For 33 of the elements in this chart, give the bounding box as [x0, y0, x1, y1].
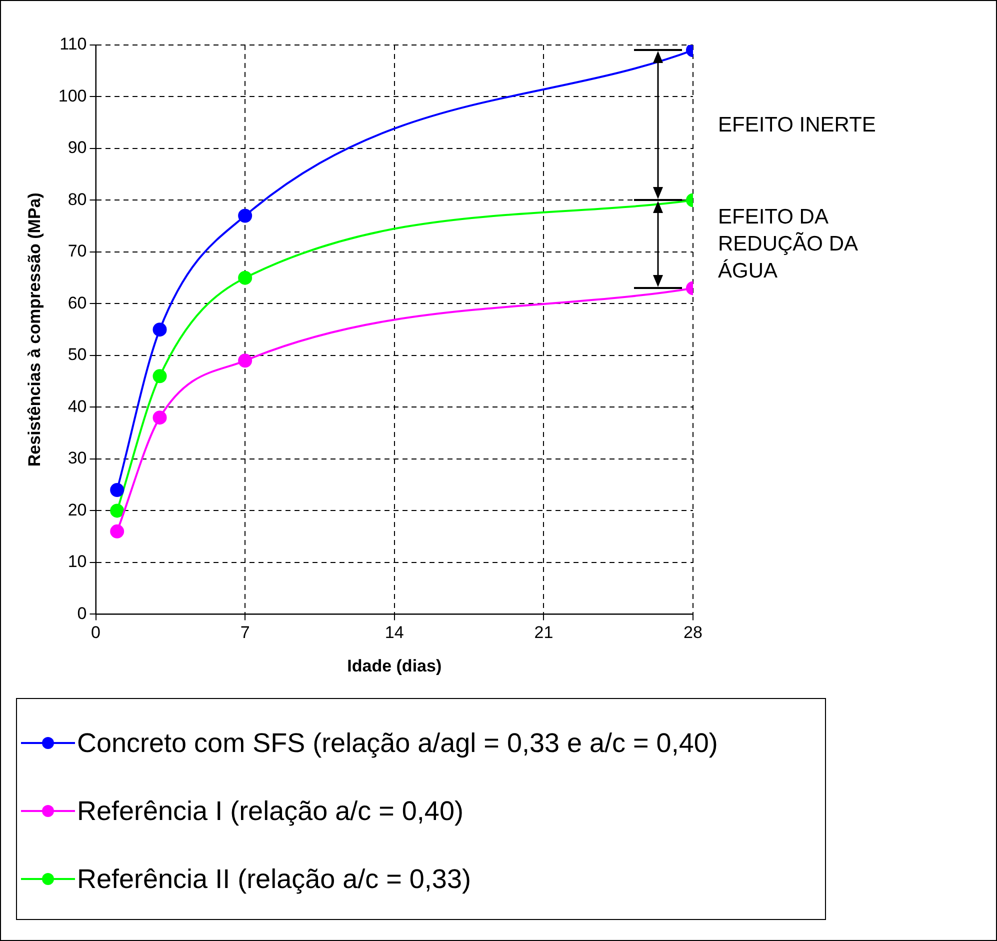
x-axis-title: Idade (dias)	[347, 656, 442, 676]
text: EFEITO INERTE	[718, 112, 877, 139]
y-tick-label: 80	[68, 190, 87, 209]
point	[110, 483, 124, 498]
y-tick-label: 60	[68, 293, 87, 312]
y-tick-label: 50	[68, 345, 87, 364]
point	[110, 504, 124, 518]
y-tick-label: 0	[77, 604, 87, 623]
x-tick-label: 14	[384, 623, 404, 642]
point	[152, 369, 167, 384]
point	[152, 322, 167, 337]
point	[238, 270, 252, 285]
y-tick-label: 100	[58, 86, 87, 106]
legend-label: Referência I (relação a/c = 0,40)	[77, 796, 464, 826]
x-tick-label: 7	[240, 623, 250, 642]
y-tick-label: 110	[60, 34, 87, 54]
y-tick-label: 70	[68, 242, 87, 261]
x-tick-label: 28	[684, 623, 702, 642]
point	[110, 524, 124, 538]
x-tick-label: 21	[534, 623, 554, 642]
point	[152, 410, 167, 425]
y-axis-title: Resistências à compressão (MPa)	[24, 192, 44, 467]
y-tick-label: 20	[68, 500, 87, 520]
point	[238, 208, 252, 223]
y-tick-label: 90	[68, 138, 87, 158]
legend-label: Referência II (relação a/c = 0,33)	[77, 864, 471, 894]
x-tick-label: 0	[91, 623, 100, 642]
y-tick-label: 30	[68, 448, 87, 468]
legend-label: Concreto com SFS (relação a/agl = 0,33 e a/c = 0,40)	[77, 728, 718, 758]
y-tick-label: 10	[68, 552, 87, 572]
text: EFEITO DA REDUÇÃO DA ÁGUA	[718, 204, 858, 285]
y-tick-label: 40	[68, 396, 87, 416]
point	[238, 354, 252, 368]
